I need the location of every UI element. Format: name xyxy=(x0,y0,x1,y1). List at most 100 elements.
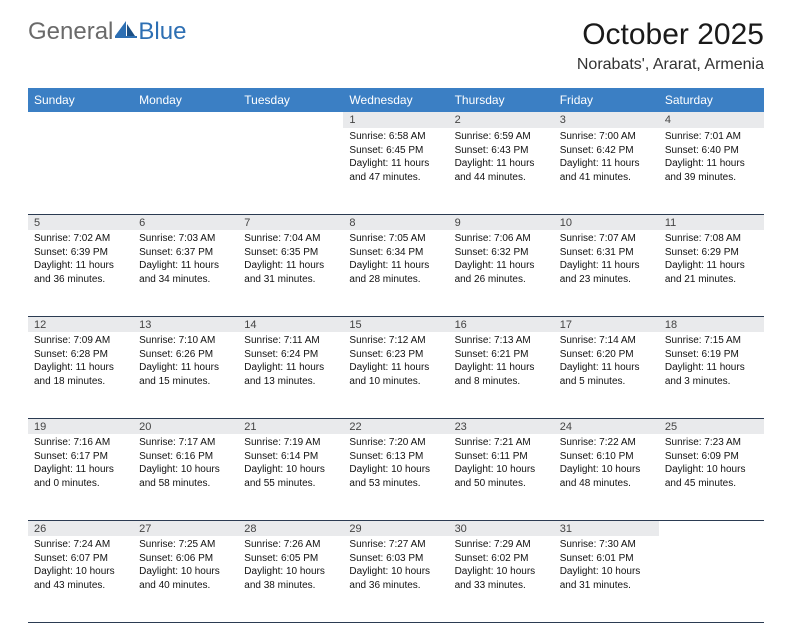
day-cell: Sunrise: 7:07 AMSunset: 6:31 PMDaylight:… xyxy=(554,230,659,316)
day-number xyxy=(659,520,764,536)
day-cell: Sunrise: 7:29 AMSunset: 6:02 PMDaylight:… xyxy=(449,536,554,622)
day-cell: Sunrise: 7:01 AMSunset: 6:40 PMDaylight:… xyxy=(659,128,764,214)
week-row: Sunrise: 7:02 AMSunset: 6:39 PMDaylight:… xyxy=(28,230,764,316)
sunrise-text: Sunrise: 7:14 AM xyxy=(560,334,653,348)
sunrise-text: Sunrise: 7:03 AM xyxy=(139,232,232,246)
daylight-text: Daylight: 11 hours xyxy=(349,361,442,375)
daylight-text: Daylight: 11 hours xyxy=(244,259,337,273)
daylight-text: Daylight: 11 hours xyxy=(455,259,548,273)
daylight-text: and 48 minutes. xyxy=(560,477,653,491)
day-number-row: 19202122232425 xyxy=(28,418,764,434)
daylight-text: and 39 minutes. xyxy=(665,171,758,185)
brand-logo: General Blue xyxy=(28,18,186,46)
week-row: Sunrise: 7:09 AMSunset: 6:28 PMDaylight:… xyxy=(28,332,764,418)
daylight-text: Daylight: 11 hours xyxy=(560,259,653,273)
day-cell: Sunrise: 7:13 AMSunset: 6:21 PMDaylight:… xyxy=(449,332,554,418)
day-number: 1 xyxy=(343,112,448,128)
sunset-text: Sunset: 6:37 PM xyxy=(139,246,232,260)
daylight-text: Daylight: 10 hours xyxy=(34,565,127,579)
day-cell: Sunrise: 7:20 AMSunset: 6:13 PMDaylight:… xyxy=(343,434,448,520)
daylight-text: and 43 minutes. xyxy=(34,579,127,593)
sunrise-text: Sunrise: 7:24 AM xyxy=(34,538,127,552)
daylight-text: and 5 minutes. xyxy=(560,375,653,389)
sunrise-text: Sunrise: 7:21 AM xyxy=(455,436,548,450)
day-cell: Sunrise: 7:21 AMSunset: 6:11 PMDaylight:… xyxy=(449,434,554,520)
daylight-text: and 3 minutes. xyxy=(665,375,758,389)
location-text: Norabats', Ararat, Armenia xyxy=(577,56,764,74)
day-number: 27 xyxy=(133,520,238,536)
sunrise-text: Sunrise: 7:08 AM xyxy=(665,232,758,246)
day-number: 12 xyxy=(28,316,133,332)
sunrise-text: Sunrise: 7:22 AM xyxy=(560,436,653,450)
day-number xyxy=(238,112,343,128)
daylight-text: Daylight: 11 hours xyxy=(244,361,337,375)
sunrise-text: Sunrise: 7:10 AM xyxy=(139,334,232,348)
daylight-text: and 55 minutes. xyxy=(244,477,337,491)
day-number-row: 567891011 xyxy=(28,214,764,230)
daylight-text: Daylight: 11 hours xyxy=(34,259,127,273)
sunset-text: Sunset: 6:42 PM xyxy=(560,144,653,158)
sunset-text: Sunset: 6:45 PM xyxy=(349,144,442,158)
day-number: 23 xyxy=(449,418,554,434)
day-cell: Sunrise: 7:23 AMSunset: 6:09 PMDaylight:… xyxy=(659,434,764,520)
sunrise-text: Sunrise: 7:17 AM xyxy=(139,436,232,450)
daylight-text: Daylight: 10 hours xyxy=(349,565,442,579)
week-row: Sunrise: 6:58 AMSunset: 6:45 PMDaylight:… xyxy=(28,128,764,214)
day-number: 8 xyxy=(343,214,448,230)
sunrise-text: Sunrise: 7:01 AM xyxy=(665,130,758,144)
day-cell: Sunrise: 7:25 AMSunset: 6:06 PMDaylight:… xyxy=(133,536,238,622)
week-row: Sunrise: 7:24 AMSunset: 6:07 PMDaylight:… xyxy=(28,536,764,622)
day-number: 19 xyxy=(28,418,133,434)
sunset-text: Sunset: 6:02 PM xyxy=(455,552,548,566)
daylight-text: Daylight: 11 hours xyxy=(34,463,127,477)
sunset-text: Sunset: 6:16 PM xyxy=(139,450,232,464)
day-cell: Sunrise: 7:10 AMSunset: 6:26 PMDaylight:… xyxy=(133,332,238,418)
sunset-text: Sunset: 6:31 PM xyxy=(560,246,653,260)
sunrise-text: Sunrise: 7:16 AM xyxy=(34,436,127,450)
calendar-body: 1 23 4Sunrise: 6:58 AMSunset: 6:45 PMDayli… xyxy=(28,112,764,622)
weekday-header: Saturday xyxy=(659,88,764,112)
day-cell: Sunrise: 7:19 AMSunset: 6:14 PMDaylight:… xyxy=(238,434,343,520)
day-cell xyxy=(238,128,343,214)
sunset-text: Sunset: 6:07 PM xyxy=(34,552,127,566)
daylight-text: Daylight: 10 hours xyxy=(139,565,232,579)
weekday-header: Monday xyxy=(133,88,238,112)
sunset-text: Sunset: 6:32 PM xyxy=(455,246,548,260)
daylight-text: Daylight: 11 hours xyxy=(139,259,232,273)
day-cell: Sunrise: 7:12 AMSunset: 6:23 PMDaylight:… xyxy=(343,332,448,418)
sunrise-text: Sunrise: 7:30 AM xyxy=(560,538,653,552)
day-number: 29 xyxy=(343,520,448,536)
daylight-text: Daylight: 11 hours xyxy=(349,259,442,273)
daylight-text: Daylight: 11 hours xyxy=(455,361,548,375)
month-title: October 2025 xyxy=(577,18,764,52)
day-cell: Sunrise: 6:59 AMSunset: 6:43 PMDaylight:… xyxy=(449,128,554,214)
sunset-text: Sunset: 6:10 PM xyxy=(560,450,653,464)
sunrise-text: Sunrise: 7:07 AM xyxy=(560,232,653,246)
daylight-text: and 23 minutes. xyxy=(560,273,653,287)
daylight-text: and 58 minutes. xyxy=(139,477,232,491)
day-cell: Sunrise: 7:11 AMSunset: 6:24 PMDaylight:… xyxy=(238,332,343,418)
daylight-text: and 28 minutes. xyxy=(349,273,442,287)
day-number: 2 xyxy=(449,112,554,128)
day-number-row: 262728293031 xyxy=(28,520,764,536)
day-number: 4 xyxy=(659,112,764,128)
daylight-text: Daylight: 10 hours xyxy=(139,463,232,477)
day-number: 14 xyxy=(238,316,343,332)
sunset-text: Sunset: 6:06 PM xyxy=(139,552,232,566)
day-number: 9 xyxy=(449,214,554,230)
daylight-text: and 34 minutes. xyxy=(139,273,232,287)
sunrise-text: Sunrise: 7:05 AM xyxy=(349,232,442,246)
daylight-text: and 15 minutes. xyxy=(139,375,232,389)
day-cell: Sunrise: 7:03 AMSunset: 6:37 PMDaylight:… xyxy=(133,230,238,316)
week-row: Sunrise: 7:16 AMSunset: 6:17 PMDaylight:… xyxy=(28,434,764,520)
daylight-text: and 0 minutes. xyxy=(34,477,127,491)
sunrise-text: Sunrise: 7:19 AM xyxy=(244,436,337,450)
day-cell: Sunrise: 7:24 AMSunset: 6:07 PMDaylight:… xyxy=(28,536,133,622)
sunrise-text: Sunrise: 7:06 AM xyxy=(455,232,548,246)
sunset-text: Sunset: 6:39 PM xyxy=(34,246,127,260)
day-number: 20 xyxy=(133,418,238,434)
day-cell: Sunrise: 7:04 AMSunset: 6:35 PMDaylight:… xyxy=(238,230,343,316)
daylight-text: and 36 minutes. xyxy=(349,579,442,593)
day-number: 31 xyxy=(554,520,659,536)
daylight-text: Daylight: 10 hours xyxy=(244,565,337,579)
